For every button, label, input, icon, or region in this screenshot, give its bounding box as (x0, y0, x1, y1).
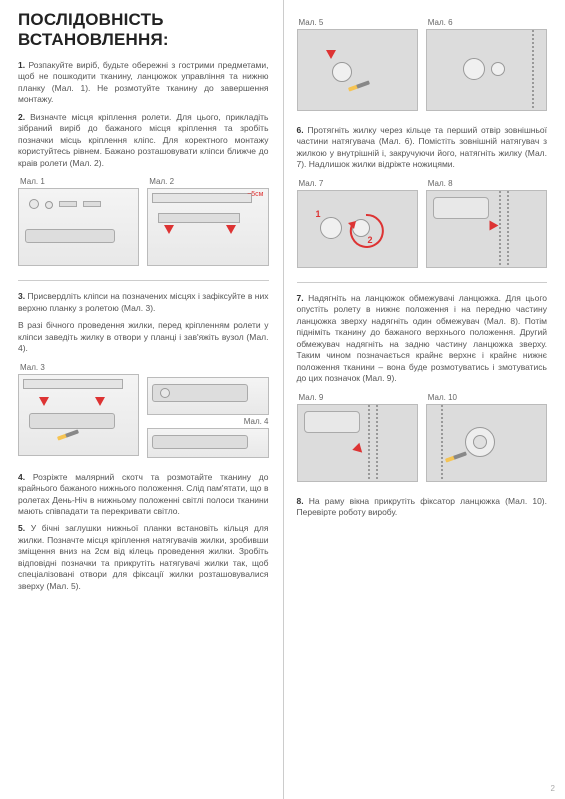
figure-6-box (426, 29, 547, 111)
figure-4b-box (147, 428, 268, 458)
figure-5-box (297, 29, 418, 111)
figure-2-note: ~5см (247, 191, 263, 198)
figure-row-7-8: Мал. 7 1 2 Мал. 8 (297, 179, 548, 268)
figure-5-label: Мал. 5 (297, 18, 418, 27)
figure-7: Мал. 7 1 2 (297, 179, 418, 268)
step-7: 7. Надягніть на ланцюжок обмежувачі ланц… (297, 293, 548, 385)
step-2: 2. Визначте місця кріплення ролети. Для … (18, 112, 269, 169)
figure-8-box (426, 190, 547, 268)
step-6: 6. Протягніть жилку через кільце та перш… (297, 125, 548, 171)
figure-row-9-10: Мал. 9 Мал. 10 (297, 393, 548, 482)
figure-1: Мал. 1 (18, 177, 139, 266)
figure-8: Мал. 8 (426, 179, 547, 268)
figure-2: Мал. 2 ~5см (147, 177, 268, 266)
step-4-text: Розріжте малярний скотч та розмотайте тк… (18, 472, 269, 516)
figure-7-box: 1 2 (297, 190, 418, 268)
step-6-text: Протягніть жилку через кільце та перший … (297, 125, 548, 169)
step-3b: В разі бічного проведення жилки, перед к… (18, 320, 269, 354)
figure-2-box: ~5см (147, 188, 268, 266)
figure-1-box (18, 188, 139, 266)
section-divider-right-1 (297, 282, 548, 283)
step-4: 4. Розріжте малярний скотч та розмотайте… (18, 472, 269, 518)
figure-6: Мал. 6 (426, 18, 547, 111)
figure-3: Мал. 3 (18, 363, 139, 458)
figure-4: Мал. 4 (147, 363, 268, 458)
figure-9: Мал. 9 (297, 393, 418, 482)
step-3-text: Присвердліть кліпси на позначених місцях… (18, 291, 269, 312)
figure-3-box (18, 374, 139, 456)
section-divider-left-1 (18, 280, 269, 281)
step-5-text: У бічні заглушки нижньої планки встанові… (18, 523, 269, 590)
left-column: ПОСЛІДОВНІСТЬ ВСТАНОВЛЕННЯ: 1. Розпакуйт… (0, 0, 283, 799)
figure-7-label: Мал. 7 (297, 179, 418, 188)
instruction-page: ПОСЛІДОВНІСТЬ ВСТАНОВЛЕННЯ: 1. Розпакуйт… (0, 0, 565, 799)
step-3: 3. Присвердліть кліпси на позначених міс… (18, 291, 269, 314)
figure-5: Мал. 5 (297, 18, 418, 111)
figure-10-box (426, 404, 547, 482)
step-8-text: На раму вікна прикрутіть фіксатор ланцюж… (297, 496, 548, 517)
step-8: 8. На раму вікна прикрутіть фіксатор лан… (297, 496, 548, 519)
rotate-arrow-icon (346, 211, 386, 251)
figure-2-label: Мал. 2 (147, 177, 268, 186)
page-title: ПОСЛІДОВНІСТЬ ВСТАНОВЛЕННЯ: (18, 10, 269, 50)
right-column: Мал. 5 Мал. 6 6. Протягніть жилку чер (283, 0, 565, 799)
step-1-text: Розпакуйте виріб, будьте обережні з гост… (18, 60, 269, 104)
figure-9-label: Мал. 9 (297, 393, 418, 402)
page-number: 2 (551, 784, 555, 793)
step-5: 5. У бічні заглушки нижньої планки встан… (18, 523, 269, 592)
figure-row-1-2: Мал. 1 Мал. 2 ~5см (18, 177, 269, 266)
figure-8-label: Мал. 8 (426, 179, 547, 188)
step-7-text: Надягніть на ланцюжок обмежувачі ланцюжк… (297, 293, 548, 383)
figure-10-label: Мал. 10 (426, 393, 547, 402)
step-1: 1. Розпакуйте виріб, будьте обережні з г… (18, 60, 269, 106)
figure-4a-box (147, 377, 268, 415)
figure-4-label: Мал. 4 (147, 417, 268, 426)
figure-7-mark-1: 1 (316, 209, 321, 219)
step-2-text: Визначте місця кріплення ролети. Для цьо… (18, 112, 269, 168)
figure-6-label: Мал. 6 (426, 18, 547, 27)
figure-row-5-6: Мал. 5 Мал. 6 (297, 18, 548, 111)
figure-3-label: Мал. 3 (18, 363, 139, 372)
figure-row-3-4: Мал. 3 Мал. 4 (18, 363, 269, 458)
figure-9-box (297, 404, 418, 482)
figure-1-label: Мал. 1 (18, 177, 139, 186)
figure-10: Мал. 10 (426, 393, 547, 482)
